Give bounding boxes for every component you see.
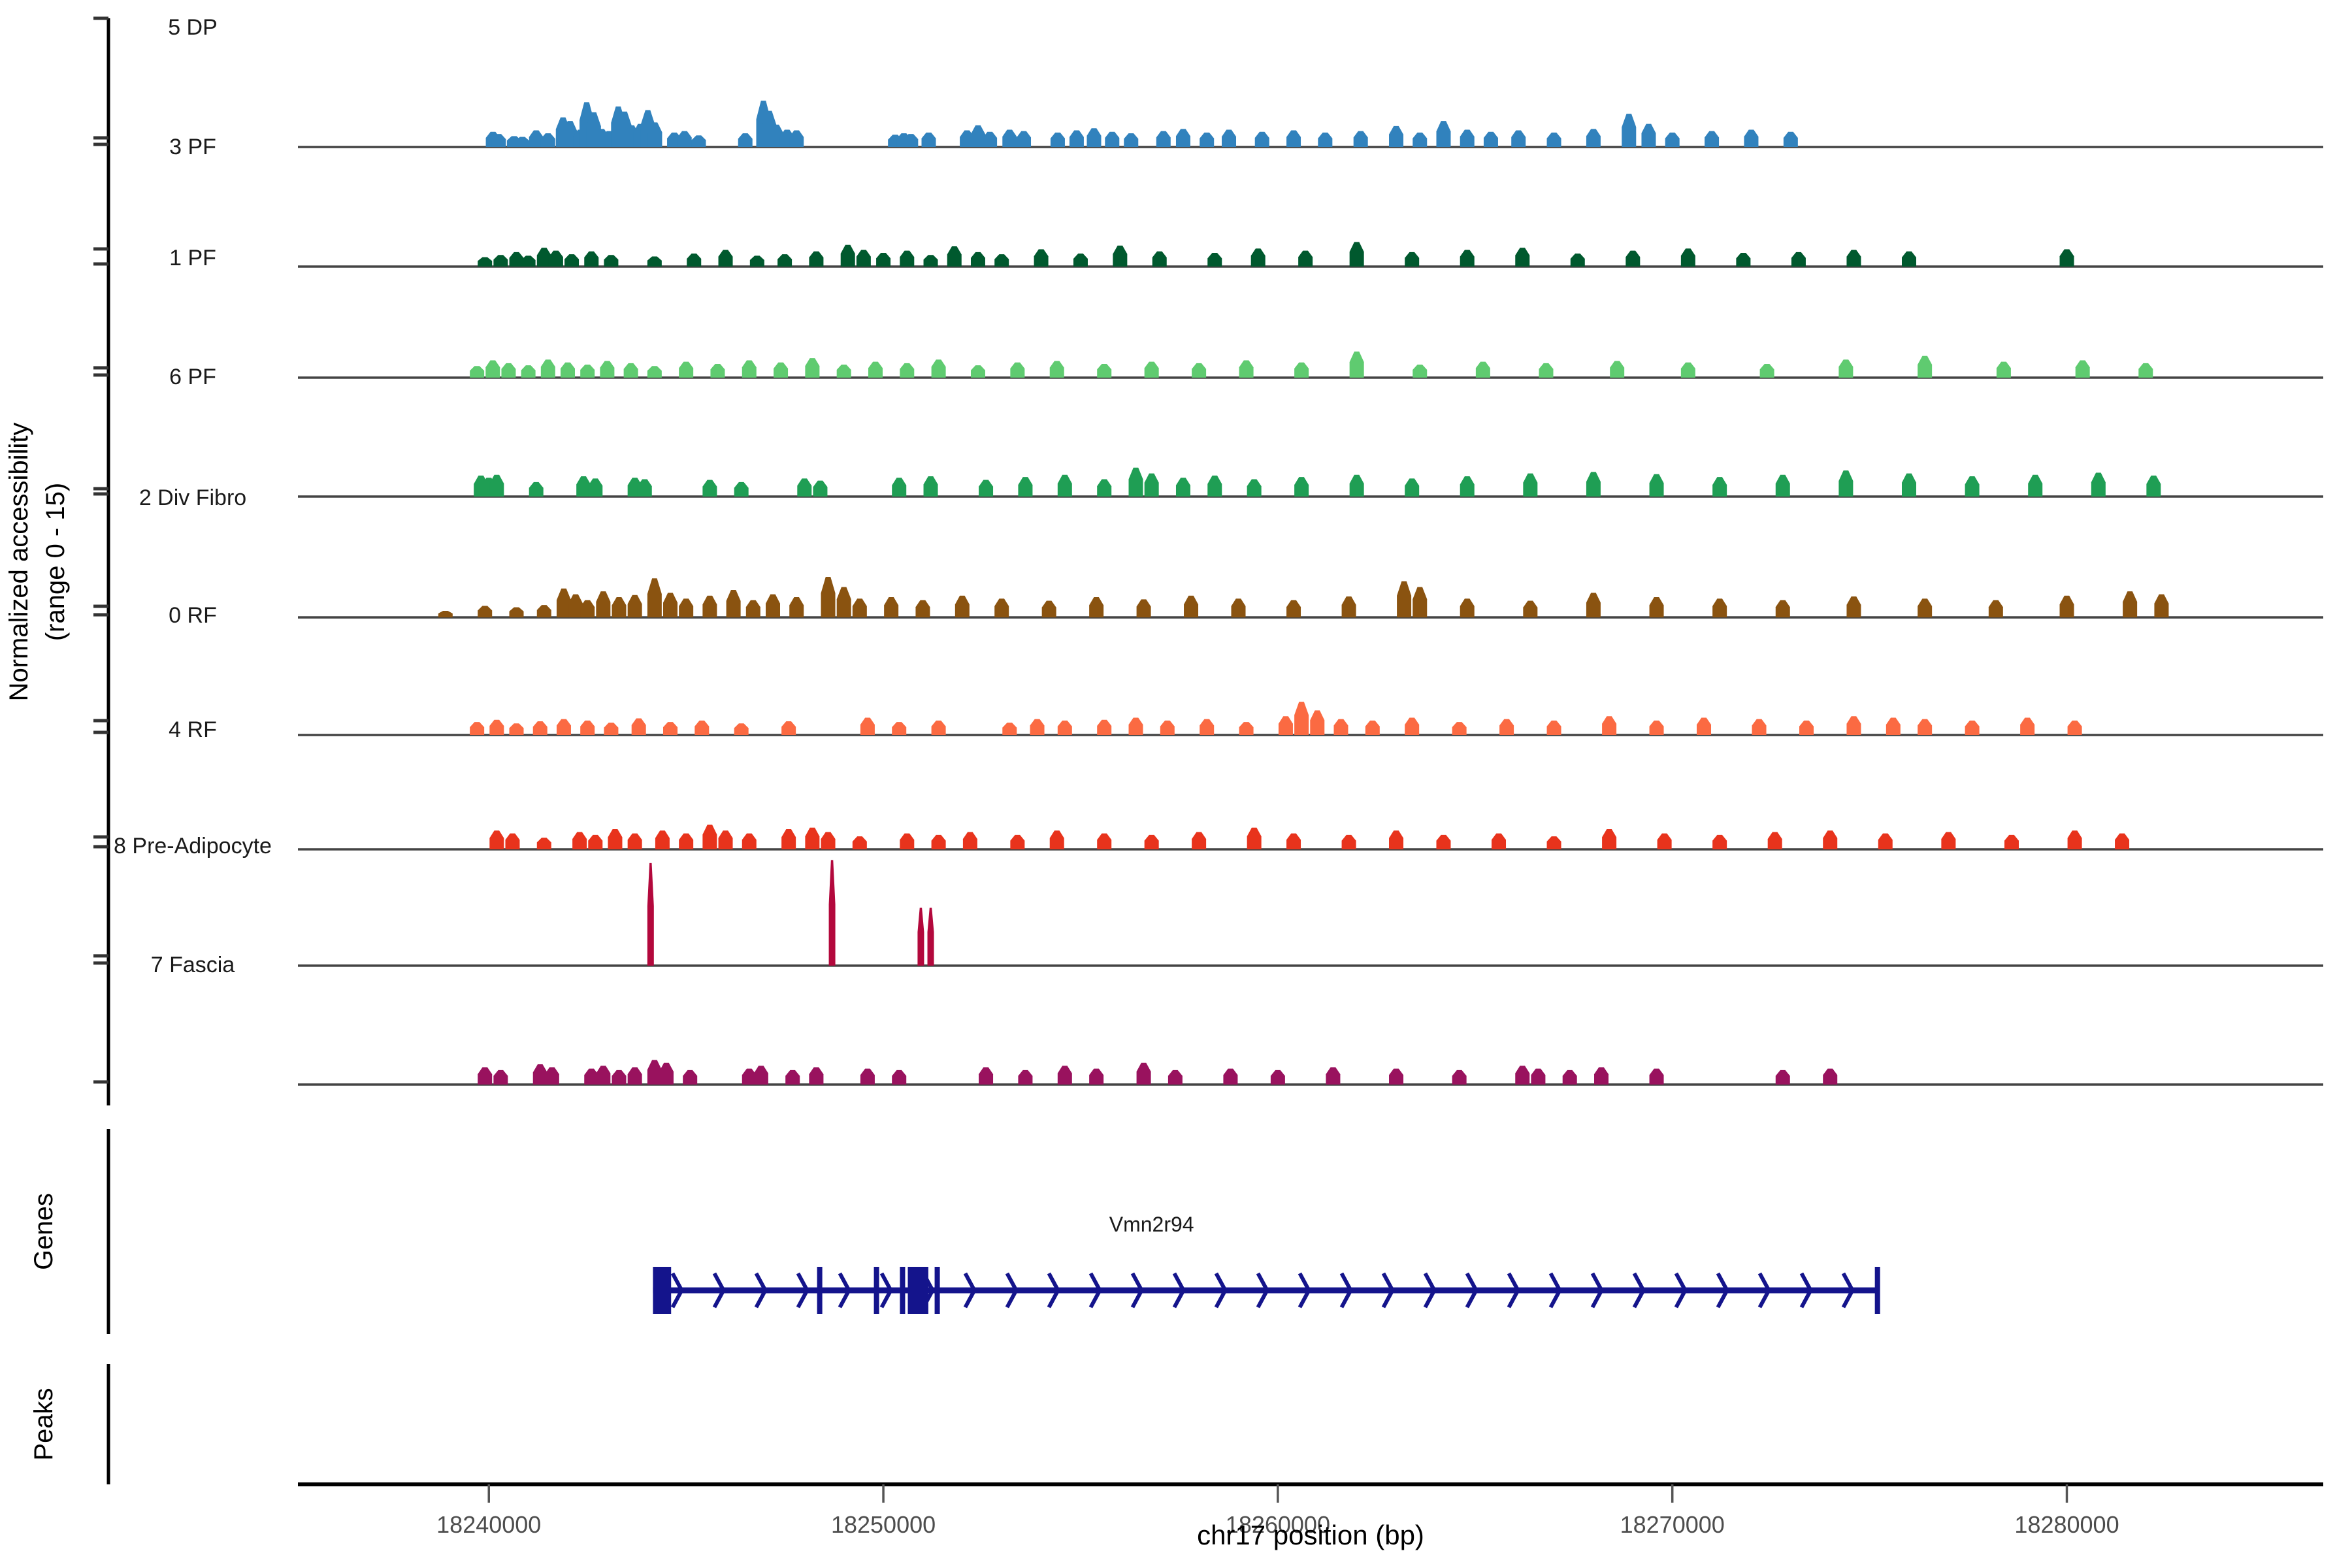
signal-track: 5 DP [168, 15, 2323, 148]
peaks-section: Peaks [29, 1364, 110, 1484]
x-tick-label: 18280000 [2014, 1511, 2119, 1538]
track-label: 3 PF [169, 135, 216, 159]
accessibility-axis [93, 16, 110, 1105]
y-axis-title: Normalized accessibility (range 0 - 15) [5, 423, 70, 702]
signal-track: 8 Pre-Adipocyte [114, 834, 2323, 967]
y-axis-title-line2: (range 0 - 15) [41, 483, 70, 641]
track-label: 8 Pre-Adipocyte [114, 834, 272, 858]
x-axis-title: chr17 position (bp) [1197, 1520, 1424, 1550]
signal-track: 7 Fascia [151, 953, 2323, 1086]
x-tick-label: 18250000 [831, 1511, 936, 1538]
signal-track: 1 PF [169, 246, 2323, 379]
x-tick-label: 18260000 [1226, 1511, 1330, 1538]
genes-section-label: Genes [29, 1193, 58, 1270]
peaks-section-label: Peaks [29, 1388, 58, 1460]
track-label: 1 PF [169, 246, 216, 270]
signal-track: 2 Div Fibro [139, 485, 2323, 619]
x-tick-label: 18270000 [1620, 1511, 1725, 1538]
x-tick-label: 18240000 [436, 1511, 541, 1538]
track-label: 7 Fascia [151, 953, 235, 977]
gene-model[interactable]: Vmn2r94 [653, 1213, 1880, 1314]
signal-track: 4 RF [169, 717, 2323, 851]
gene-name-label: Vmn2r94 [1109, 1213, 1194, 1236]
x-axis: 18240000 18250000 18260000 18270000 18280000… [298, 1482, 2323, 1550]
genes-section: Genes [29, 1129, 110, 1334]
track-label: 4 RF [169, 717, 217, 742]
signal-track: 3 PF [169, 135, 2323, 268]
gene-models: Vmn2r94 [653, 1213, 1880, 1314]
track-label: 0 RF [169, 603, 217, 628]
track-label: 2 Div Fibro [139, 485, 246, 510]
signal-track: 0 RF [169, 603, 2323, 736]
signal-tracks: 5 DP 3 PF 1 PF 6 PF 2 Div Fibro 0 RF 4 RF 8 Pre… [114, 15, 2323, 1086]
signal-track: 6 PF [169, 365, 2323, 498]
y-axis-title-line1: Normalized accessibility [5, 423, 33, 702]
track-label: 5 DP [168, 15, 218, 40]
track-label: 6 PF [169, 365, 216, 389]
